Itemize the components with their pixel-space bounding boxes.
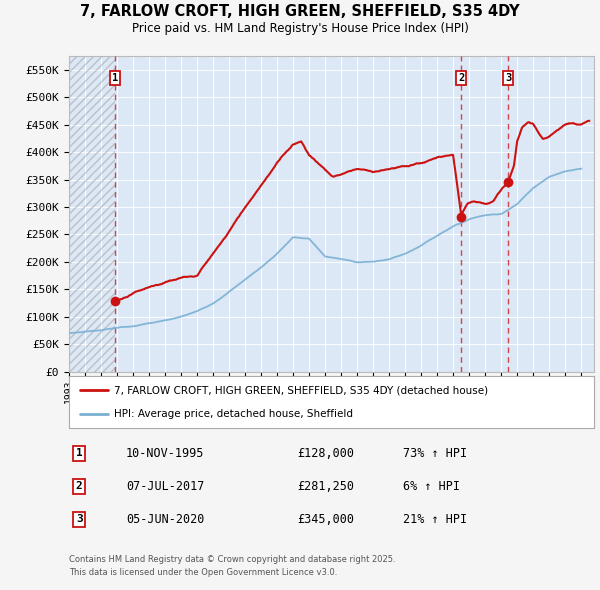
Bar <box>69 56 115 372</box>
Text: 2: 2 <box>458 73 464 83</box>
Text: 6% ↑ HPI: 6% ↑ HPI <box>403 480 460 493</box>
Text: 7, FARLOW CROFT, HIGH GREEN, SHEFFIELD, S35 4DY: 7, FARLOW CROFT, HIGH GREEN, SHEFFIELD, … <box>80 4 520 19</box>
Text: 2: 2 <box>76 481 83 491</box>
Text: 3: 3 <box>505 73 511 83</box>
Text: £128,000: £128,000 <box>297 447 354 460</box>
Text: 07-JUL-2017: 07-JUL-2017 <box>126 480 205 493</box>
Text: 05-JUN-2020: 05-JUN-2020 <box>126 513 205 526</box>
Text: £281,250: £281,250 <box>297 480 354 493</box>
Text: 7, FARLOW CROFT, HIGH GREEN, SHEFFIELD, S35 4DY (detached house): 7, FARLOW CROFT, HIGH GREEN, SHEFFIELD, … <box>113 385 488 395</box>
Text: 1: 1 <box>112 73 118 83</box>
Text: This data is licensed under the Open Government Licence v3.0.: This data is licensed under the Open Gov… <box>69 568 337 576</box>
Text: 73% ↑ HPI: 73% ↑ HPI <box>403 447 467 460</box>
Text: 3: 3 <box>76 514 83 524</box>
Text: £345,000: £345,000 <box>297 513 354 526</box>
Text: 21% ↑ HPI: 21% ↑ HPI <box>403 513 467 526</box>
Text: 10-NOV-1995: 10-NOV-1995 <box>126 447 205 460</box>
Text: HPI: Average price, detached house, Sheffield: HPI: Average price, detached house, Shef… <box>113 409 353 419</box>
Text: 1: 1 <box>76 448 83 458</box>
Text: Price paid vs. HM Land Registry's House Price Index (HPI): Price paid vs. HM Land Registry's House … <box>131 22 469 35</box>
Text: Contains HM Land Registry data © Crown copyright and database right 2025.: Contains HM Land Registry data © Crown c… <box>69 555 395 563</box>
